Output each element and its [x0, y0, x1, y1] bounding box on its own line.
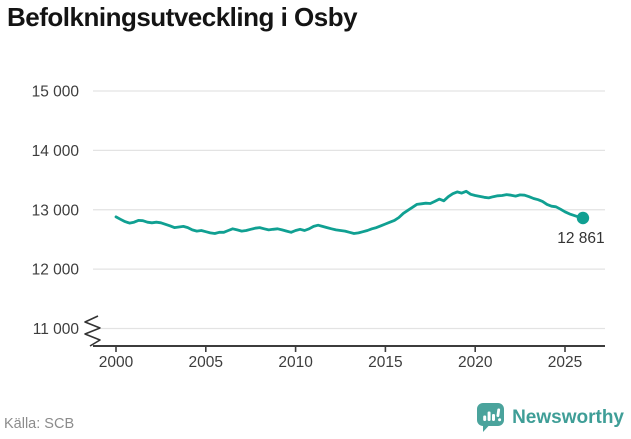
y-tick-label: 12 000	[32, 262, 80, 279]
y-tick-label: 11 000	[33, 321, 80, 338]
y-tick-label: 13 000	[32, 202, 80, 219]
x-tick-label: 2025	[548, 354, 582, 371]
logo-bar-2	[487, 411, 491, 421]
y-tick-label: 14 000	[32, 143, 80, 160]
axis-break-glyph	[84, 315, 101, 347]
x-tick-label: 2010	[278, 354, 313, 371]
logo-bar-3	[492, 414, 496, 421]
newsworthy-logo: Newsworthy	[476, 402, 624, 433]
population-line	[114, 189, 585, 235]
x-tick-label: 2005	[189, 354, 223, 371]
x-tick-label: 2000	[99, 354, 134, 371]
y-tick-label: 15 000	[32, 84, 80, 101]
logo-bar-1	[483, 415, 487, 421]
brand-name: Newsworthy	[512, 406, 624, 428]
x-tick-label: 2015	[368, 354, 402, 371]
logo-exclamation	[496, 408, 501, 417]
x-tick-label: 2020	[458, 354, 493, 371]
logo-exclamation-dot	[498, 418, 502, 422]
source-label: Källa: SCB	[4, 416, 75, 432]
end-point-marker	[576, 211, 590, 225]
end-value-label: 12 861	[557, 230, 604, 247]
newsworthy-icon	[477, 403, 505, 432]
page-title: Befolkningsutveckling i Osby	[7, 2, 358, 32]
